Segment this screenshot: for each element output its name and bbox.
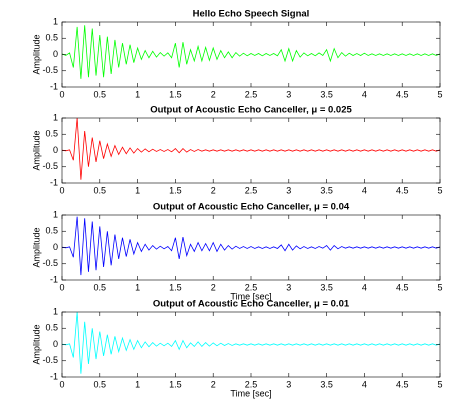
- x-tick-label: 0.5: [94, 185, 107, 195]
- x-tick-label: 3.5: [320, 379, 333, 389]
- x-tick-label: 0: [59, 185, 64, 195]
- chart-title: Output of Acoustic Echo Canceller, μ = 0…: [153, 299, 350, 310]
- x-tick-label: 5: [437, 282, 442, 292]
- x-tick-label: 4: [362, 185, 367, 195]
- x-tick-label: 3.5: [320, 89, 333, 99]
- y-tick-label: -1: [50, 371, 58, 381]
- y-tick-label: -1: [50, 274, 58, 284]
- x-tick-label: 1: [135, 185, 140, 195]
- x-tick-label: 2: [211, 282, 216, 292]
- y-tick-label: 0.5: [45, 129, 58, 139]
- y-tick-label: -0.5: [42, 355, 58, 365]
- x-tick-label: 2: [211, 379, 216, 389]
- x-tick-label: 3: [286, 282, 291, 292]
- y-tick-label: -0.5: [42, 258, 58, 268]
- x-tick-label: 2: [211, 89, 216, 99]
- y-tick-label: -0.5: [42, 161, 58, 171]
- waveform: [61, 117, 441, 180]
- chart-title: Output of Acoustic Echo Canceller, μ = 0…: [153, 202, 350, 213]
- plot-area: [62, 312, 440, 377]
- chart-title: Output of Acoustic Echo Canceller, μ = 0…: [150, 105, 352, 116]
- x-tick-label: 1: [135, 282, 140, 292]
- waveform: [61, 216, 441, 276]
- chart-title: Hello Echo Speech Signal: [193, 9, 310, 20]
- plot-area: [62, 215, 440, 280]
- x-tick-label: 4: [362, 282, 367, 292]
- x-tick-label: 0.5: [94, 89, 107, 99]
- y-axis-label: Amplitude: [31, 130, 41, 170]
- x-tick-label: 2.5: [245, 185, 258, 195]
- x-tick-label: 1.5: [169, 282, 182, 292]
- x-tick-label: 4.5: [396, 282, 409, 292]
- x-tick-label: 5: [437, 89, 442, 99]
- x-tick-label: 3: [286, 89, 291, 99]
- x-tick-label: 1: [135, 89, 140, 99]
- x-tick-label: 3: [286, 379, 291, 389]
- waveform: [61, 311, 441, 374]
- x-tick-label: 1: [135, 379, 140, 389]
- y-tick-label: 0.5: [45, 226, 58, 236]
- y-tick-label: -1: [50, 177, 58, 187]
- y-axis-label: Amplitude: [31, 227, 41, 267]
- x-tick-label: 2.5: [245, 282, 258, 292]
- y-tick-label: -0.5: [42, 65, 58, 75]
- x-tick-label: 0: [59, 379, 64, 389]
- y-tick-label: 0: [53, 339, 58, 349]
- x-tick-label: 0.5: [94, 379, 107, 389]
- x-tick-label: 2.5: [245, 89, 258, 99]
- x-axis-label: Time [sec]: [230, 291, 271, 301]
- y-tick-label: 0: [53, 49, 58, 59]
- x-tick-label: 3.5: [320, 185, 333, 195]
- x-tick-label: 4: [362, 89, 367, 99]
- x-tick-label: 4.5: [396, 185, 409, 195]
- waveform: [61, 25, 441, 79]
- y-tick-label: 0.5: [45, 323, 58, 333]
- y-axis-label: Amplitude: [31, 34, 41, 74]
- y-tick-label: 0: [53, 145, 58, 155]
- x-tick-label: 2: [211, 185, 216, 195]
- y-tick-label: 0: [53, 242, 58, 252]
- y-tick-label: 0.5: [45, 33, 58, 43]
- y-axis-label: Amplitude: [31, 324, 41, 364]
- x-axis-label: Time [sec]: [230, 388, 271, 398]
- x-tick-label: 1.5: [169, 379, 182, 389]
- x-tick-label: 5: [437, 185, 442, 195]
- x-tick-label: 5: [437, 379, 442, 389]
- x-tick-label: 0: [59, 282, 64, 292]
- plot-area: [62, 118, 440, 183]
- plot-area: [62, 22, 440, 87]
- x-tick-label: 0: [59, 89, 64, 99]
- y-tick-label: 1: [53, 209, 58, 219]
- x-tick-label: 4.5: [396, 89, 409, 99]
- x-tick-label: 0.5: [94, 282, 107, 292]
- y-tick-label: -1: [50, 81, 58, 91]
- x-tick-label: 3: [286, 185, 291, 195]
- x-tick-label: 3.5: [320, 282, 333, 292]
- y-tick-label: 1: [53, 16, 58, 26]
- x-tick-label: 2.5: [245, 379, 258, 389]
- x-tick-label: 4: [362, 379, 367, 389]
- x-tick-label: 1.5: [169, 89, 182, 99]
- x-tick-label: 1.5: [169, 185, 182, 195]
- y-tick-label: 1: [53, 112, 58, 122]
- x-tick-label: 4.5: [396, 379, 409, 389]
- y-tick-label: 1: [53, 306, 58, 316]
